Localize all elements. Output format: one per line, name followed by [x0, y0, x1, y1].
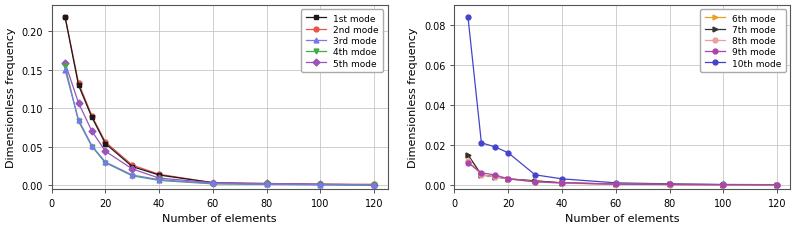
X-axis label: Number of elements: Number of elements [565, 213, 680, 224]
Legend: 1st mode, 2nd mode, 3rd mode, 4th mdoe, 5th mode: 1st mode, 2nd mode, 3rd mode, 4th mdoe, … [302, 10, 383, 73]
Y-axis label: Dimensionless frequency: Dimensionless frequency [408, 27, 419, 167]
Y-axis label: Dimensionless frequency: Dimensionless frequency [6, 27, 16, 167]
Legend: 6th mode, 7th mode, 8th mode, 9th mode, 10th mode: 6th mode, 7th mode, 8th mode, 9th mode, … [700, 10, 786, 73]
X-axis label: Number of elements: Number of elements [162, 213, 277, 224]
